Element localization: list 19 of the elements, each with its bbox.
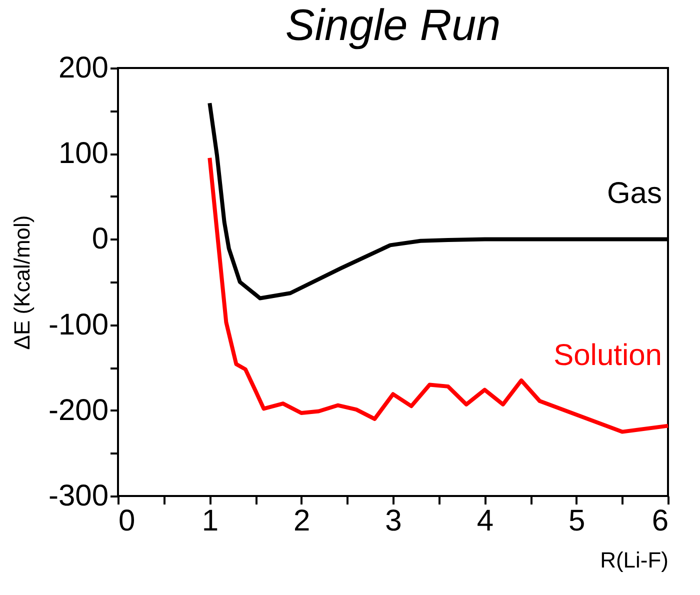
y-tick-label: -300: [48, 480, 108, 512]
series-label: Solution: [554, 338, 662, 372]
y-axis-title: ΔE (Kcal/mol): [9, 215, 34, 350]
x-tick-label: 2: [293, 504, 310, 538]
x-tick-label: 6: [652, 504, 668, 538]
line-series: [208, 156, 670, 434]
series-label: Gas: [606, 177, 662, 210]
x-axis-title: R(Li-F): [600, 548, 668, 572]
y-tick-label: -100: [48, 308, 108, 342]
x-tick-label: 5: [568, 504, 586, 538]
x-tick-label: 0: [118, 504, 136, 538]
x-tick-label: 1: [202, 504, 219, 538]
y-tick-label: 0: [92, 222, 108, 256]
y-tick-label: 100: [58, 137, 108, 170]
x-tick-label: 3: [385, 504, 402, 538]
y-tick-label: 200: [58, 52, 108, 84]
y-tick-label: -200: [48, 394, 108, 427]
chart-title: Single Run: [285, 1, 501, 50]
x-tick-label: 4: [476, 504, 494, 538]
